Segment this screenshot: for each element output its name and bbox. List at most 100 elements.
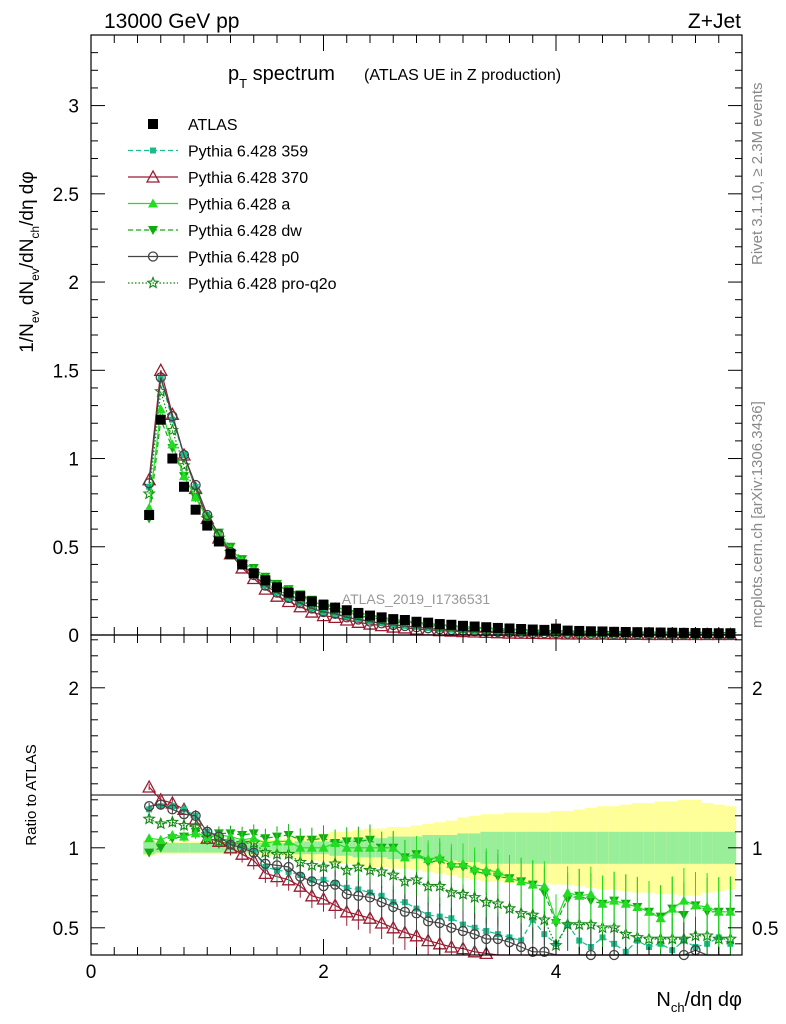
legend-marker <box>148 119 158 129</box>
header-right-label: Z+Jet <box>688 10 741 33</box>
ratio-axis-ticks: 0.5 0.5 1 1 2 2 0 2 4 <box>53 635 778 983</box>
data-point <box>237 559 248 570</box>
ratio-y-tick-label-right: 1 <box>752 839 763 860</box>
ratio-point <box>434 917 445 929</box>
ylabel-part-3: ev <box>28 268 42 281</box>
ratio-point <box>225 831 236 841</box>
data-point <box>202 520 213 531</box>
ratio-band-stat <box>166 843 179 853</box>
data-point <box>318 600 329 610</box>
ratio-point <box>585 889 596 899</box>
ratio-band-stat <box>666 831 679 864</box>
ratio-point <box>667 903 678 913</box>
data-point <box>178 449 190 461</box>
ratio-point <box>665 932 679 945</box>
ratio-band-stat <box>201 843 214 853</box>
data-point <box>585 626 596 637</box>
ratio-band-stat <box>608 831 620 864</box>
ratio-point <box>167 830 178 839</box>
ratio-point <box>397 925 412 939</box>
ylabel-part-5: ch <box>28 226 42 239</box>
ratio-point <box>514 906 528 919</box>
ratio-point <box>409 872 424 886</box>
ratio-point <box>423 854 434 863</box>
ratio-point <box>143 801 155 812</box>
ratio-point <box>481 865 492 875</box>
ratio-point <box>492 933 504 945</box>
ratio-point <box>457 925 469 937</box>
ratio-point <box>491 896 505 910</box>
ratio-y-tick-label: 2 <box>68 679 79 700</box>
x-tick-label: 0 <box>86 962 97 983</box>
ratio-point <box>409 928 424 942</box>
ratio-point <box>293 878 308 892</box>
ratio-point <box>236 842 248 853</box>
ratio-point <box>551 914 561 924</box>
ratio-point <box>179 831 189 841</box>
data-point <box>434 619 445 630</box>
ylabel-part-2: dN <box>17 281 38 311</box>
data-point <box>702 628 713 639</box>
ratio-band-stat <box>689 831 702 864</box>
ratio-point <box>295 842 306 852</box>
ratio-point <box>388 901 399 913</box>
y-tick-label: 3 <box>68 97 79 118</box>
data-point <box>458 620 468 631</box>
legend-entry: Pythia 6.428 pro-q2o <box>128 275 337 293</box>
ratio-y-tick-label: 0.5 <box>53 919 79 940</box>
ratio-panel: 0.5 0.5 1 1 2 2 0 2 4 Ratio to ATLAS Nch/dη dφ <box>23 634 778 1015</box>
main-y-axis-label: 1/Nev dNev/dNch/dη dφ <box>17 171 42 352</box>
ratio-point <box>364 892 376 903</box>
ratio-point <box>444 939 459 953</box>
ratio-band-stat <box>585 831 597 864</box>
ratio-point <box>481 933 492 945</box>
data-point <box>225 548 236 559</box>
ratio-point <box>318 881 329 892</box>
data-point <box>142 486 156 500</box>
ratio-point <box>456 887 470 900</box>
x-tick-label: 4 <box>551 962 562 983</box>
ylabel-part-0: 1/N <box>17 323 38 353</box>
ratio-point <box>155 799 166 810</box>
ratio-band-stat <box>573 831 586 864</box>
data-point <box>167 453 178 464</box>
main-title: pT spectrum <box>228 63 335 91</box>
main-title-paren: (ATLAS UE in Z production) <box>364 67 561 84</box>
main-panel: ATLAS_2019_I1736531 0 0.5 1 1.5 2 2.5 3 pT spe… <box>17 34 743 647</box>
data-point <box>213 536 224 547</box>
ylabel-part-4: /dN <box>17 239 38 269</box>
ratio-point <box>502 901 517 915</box>
ratio-y-axis-label: Ratio to ATLAS <box>23 744 40 845</box>
ratio-point <box>144 848 155 858</box>
ratio-point <box>306 842 317 852</box>
ratio-point <box>351 859 366 873</box>
ratio-point <box>630 930 645 943</box>
ratio-point <box>283 836 294 846</box>
ratio-band-stat <box>631 831 644 864</box>
ratio-point <box>597 898 608 908</box>
ratio-point <box>620 898 631 908</box>
mcplots-citation-label: mcplots.cern.ch [arXiv:1306.3436] <box>749 401 766 628</box>
legend: ATLAS Pythia 6.428 359 Pythia 6.428 370 Pyt… <box>128 117 337 293</box>
ratio-point <box>363 863 377 876</box>
legend-marker <box>146 275 160 289</box>
ratio-point <box>351 907 366 921</box>
ratio-point <box>725 906 736 916</box>
legend-label: Pythia 6.428 370 <box>188 170 308 187</box>
ratio-band-stat <box>654 831 667 864</box>
ratio-point <box>362 910 378 924</box>
ylabel-part-1: ev <box>28 310 42 323</box>
ratio-point <box>421 879 435 892</box>
xlabel-part-1: ch <box>671 1000 685 1015</box>
ratio-point <box>539 881 550 891</box>
main-axis-ticks: 0 0.5 1 1.5 2 2.5 3 <box>53 34 743 647</box>
ratio-point <box>339 904 354 918</box>
legend-entry: Pythia 6.428 p0 <box>128 250 299 267</box>
data-point <box>725 628 736 639</box>
ratio-point <box>246 853 261 867</box>
data-point <box>330 602 341 613</box>
ratio-point <box>190 810 201 821</box>
data-point <box>365 610 375 621</box>
data-point <box>248 568 259 579</box>
ratio-point <box>340 863 354 876</box>
